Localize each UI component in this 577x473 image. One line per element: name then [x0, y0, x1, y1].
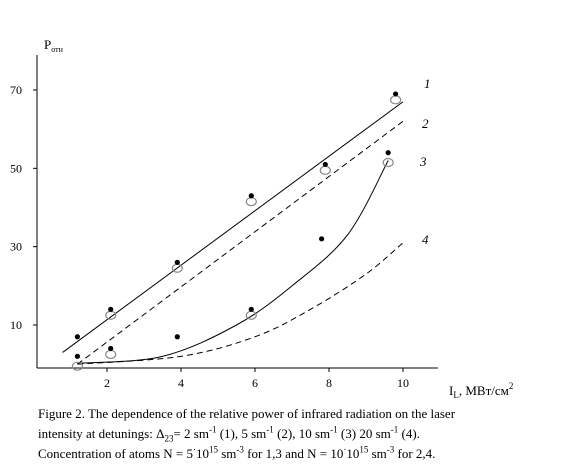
- series-1-point: [174, 259, 180, 265]
- series-3-curve: [77, 160, 389, 364]
- series-1-point: [393, 91, 399, 97]
- series-2-label: 2: [422, 116, 429, 131]
- chart: 2 4 6 8 10 10 30 50 70 Pотн IL, МВт/см2 1 2 3 4: [10, 37, 513, 400]
- series-3-label: 3: [419, 154, 427, 169]
- series-1-open-point: [390, 95, 402, 105]
- caption-line-2: intensity at detunings: Δ23= 2 sm-1 (1),…: [38, 424, 420, 444]
- x-axis-title: IL, МВт/см2: [449, 381, 513, 400]
- series-1-label: 1: [424, 76, 431, 91]
- caption-line-3: Concentration of atoms N = 5·1015 sm-3 f…: [38, 444, 436, 461]
- series-1-open-point: [245, 197, 257, 207]
- series-3-point: [385, 150, 391, 156]
- series-1-point: [322, 161, 328, 168]
- series-3-point: [319, 236, 325, 242]
- series-1-open-point: [105, 310, 117, 320]
- x-tick-label: 4: [178, 376, 184, 390]
- y-tick-label: 30: [10, 240, 22, 254]
- series-3-open-point: [71, 361, 84, 371]
- caption-line-1: Figure 2. The dependence of the relative…: [38, 406, 456, 421]
- x-tick-label: 6: [252, 376, 258, 390]
- series-3-point: [74, 353, 80, 359]
- series-3-open-point: [382, 157, 394, 168]
- series-1-curve: [62, 101, 404, 353]
- series-3-point: [174, 334, 180, 340]
- y-tick-label: 70: [10, 83, 22, 97]
- y-axis-title: Pотн: [44, 37, 64, 54]
- series-1-point: [108, 306, 114, 312]
- series-3-open-point: [105, 349, 117, 360]
- curves-layer: [62, 101, 404, 365]
- points-layer: [71, 91, 402, 371]
- series-3-open-point: [245, 310, 257, 320]
- figure-caption: Figure 2. The dependence of the relative…: [38, 404, 568, 464]
- series-1-point: [248, 193, 254, 199]
- series-3-point: [108, 345, 114, 352]
- y-tick-label: 10: [10, 318, 22, 332]
- x-tick-label: 2: [104, 376, 110, 390]
- series-4-label: 4: [422, 232, 429, 247]
- x-tick-label: 8: [326, 376, 332, 390]
- x-tick-label: 10: [397, 376, 409, 390]
- series-labels: 1 2 3 4: [419, 76, 431, 247]
- series-3-point: [248, 306, 254, 312]
- axes: [36, 55, 438, 369]
- series-2-curve: [77, 120, 404, 365]
- series-1-open-point: [319, 165, 331, 175]
- tick-layer: 2 4 6 8 10 10 30 50 70: [10, 83, 409, 390]
- y-axis-title-sub: отн: [51, 45, 63, 54]
- series-4-curve: [77, 242, 404, 365]
- y-tick-label: 50: [10, 161, 22, 175]
- series-1-point: [74, 334, 80, 340]
